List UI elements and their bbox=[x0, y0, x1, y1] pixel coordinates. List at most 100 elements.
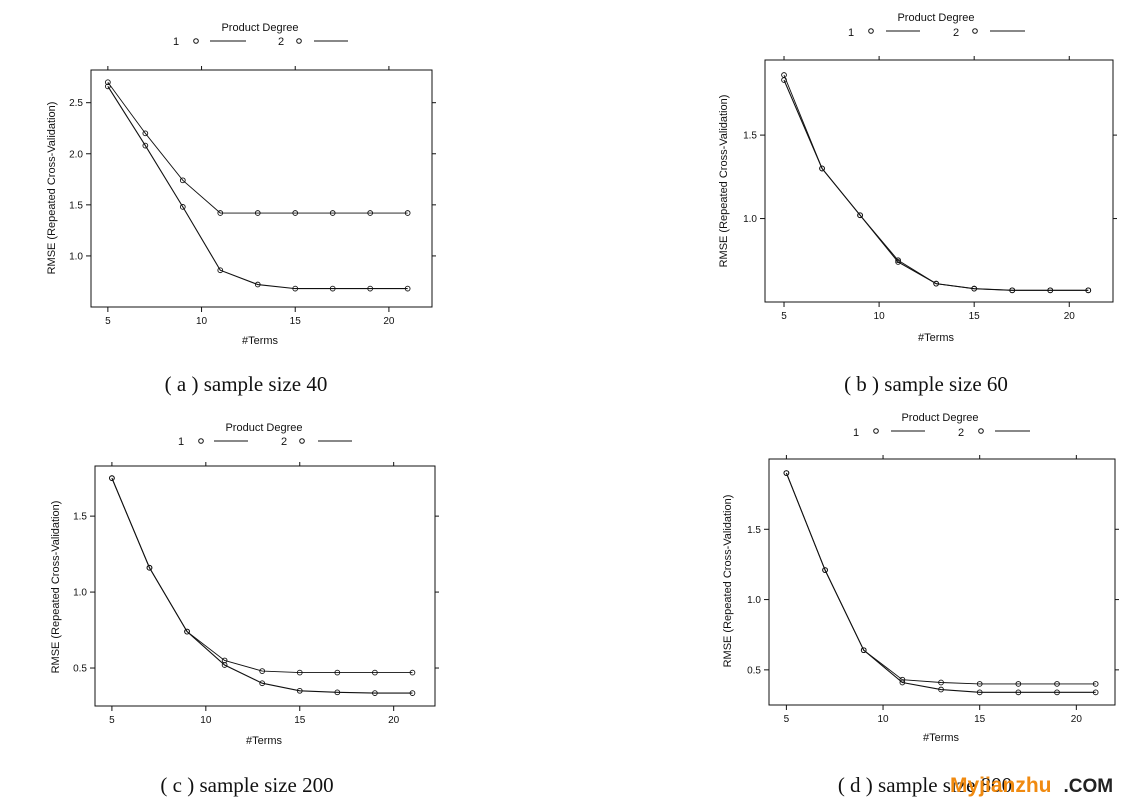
data-point-2 bbox=[142, 142, 149, 149]
legend-marker-2 bbox=[299, 438, 305, 444]
legend-b: Product Degree 1 2 bbox=[848, 12, 1025, 39]
legend-marker-2 bbox=[296, 38, 302, 44]
watermark-suffix: .COM bbox=[1064, 776, 1114, 797]
legend-title: Product Degree bbox=[897, 12, 974, 24]
y-tick-label: 1.5 bbox=[73, 512, 87, 523]
x-tick-label: 20 bbox=[1071, 714, 1083, 725]
data-point-1 bbox=[142, 130, 149, 137]
data-point-2 bbox=[109, 475, 115, 482]
legend-title: Product Degree bbox=[225, 422, 302, 434]
x-tick-label: 15 bbox=[969, 311, 981, 322]
x-tick-label: 5 bbox=[784, 714, 790, 725]
y-axis-label-b: RMSE (Repeated Cross-Validation) bbox=[718, 95, 730, 268]
data-point-2 bbox=[857, 212, 863, 219]
data-point-2 bbox=[146, 564, 153, 571]
axes-c: 5 10 15 20 0.5 1.0 1.5 bbox=[73, 462, 439, 726]
series-line-2 bbox=[783, 79, 1089, 291]
legend-label-1: 1 bbox=[178, 436, 184, 448]
plot-frame-b bbox=[764, 59, 1114, 303]
watermark-brand: Myjianzhu bbox=[950, 774, 1052, 797]
y-tick-label: 1.0 bbox=[69, 251, 83, 262]
data-point-2 bbox=[329, 285, 336, 292]
data-point-2 bbox=[105, 83, 111, 90]
x-tick-label: 15 bbox=[974, 714, 986, 725]
legend-marker-2 bbox=[972, 28, 978, 34]
data-point-1 bbox=[895, 257, 901, 264]
x-tick-label: 15 bbox=[294, 715, 306, 726]
y-tick-label: 1.0 bbox=[743, 214, 757, 225]
legend-label-2: 2 bbox=[278, 36, 284, 48]
x-axis-label-d: #Terms bbox=[923, 732, 960, 744]
caption-b: ( b ) sample size 60 bbox=[844, 372, 1008, 396]
data-point-1 bbox=[217, 210, 224, 216]
series-line-1 bbox=[111, 477, 413, 674]
data-point-1 bbox=[1092, 681, 1099, 687]
y-axis-label-a: RMSE (Repeated Cross-Validation) bbox=[46, 102, 58, 275]
data-point-2 bbox=[819, 165, 825, 172]
legend-marker-1 bbox=[868, 28, 874, 34]
marks-b bbox=[781, 72, 1092, 294]
series-line-1 bbox=[783, 74, 1089, 291]
data-point-2 bbox=[1015, 689, 1022, 696]
data-point-2 bbox=[184, 628, 190, 635]
legend-a: Product Degree 1 2 bbox=[173, 22, 348, 48]
legend-c: Product Degree 1 2 bbox=[178, 422, 352, 448]
legend-marker-1 bbox=[193, 38, 199, 44]
y-tick-label: 1.0 bbox=[73, 588, 87, 599]
data-point-1 bbox=[334, 669, 341, 676]
legend-title: Product Degree bbox=[901, 412, 978, 424]
data-point-2 bbox=[292, 285, 299, 292]
data-point-2 bbox=[409, 690, 416, 696]
legend-marker-1 bbox=[873, 428, 879, 434]
data-point-1 bbox=[372, 669, 378, 676]
panel-c: Product Degree 1 2 5 10 15 20 0.5 1.0 1.5 #Ter… bbox=[50, 422, 439, 797]
x-axis-label-a: #Terms bbox=[242, 335, 279, 347]
data-point-2 bbox=[783, 470, 790, 476]
x-tick-label: 10 bbox=[200, 715, 212, 726]
data-point-2 bbox=[781, 77, 787, 83]
x-tick-label: 15 bbox=[290, 316, 302, 327]
caption-d: ( d ) sample size 800 bbox=[838, 773, 1012, 797]
data-point-2 bbox=[1047, 287, 1054, 294]
data-point-2 bbox=[404, 285, 411, 292]
data-point-2 bbox=[899, 679, 906, 686]
y-axis-label-d: RMSE (Repeated Cross-Validation) bbox=[722, 495, 734, 668]
data-point-1 bbox=[292, 210, 299, 216]
data-point-1 bbox=[105, 79, 111, 86]
y-tick-label: 1.5 bbox=[69, 200, 83, 211]
data-point-1 bbox=[367, 210, 374, 216]
data-point-2 bbox=[976, 689, 983, 696]
x-tick-label: 5 bbox=[781, 311, 787, 322]
data-point-1 bbox=[329, 210, 336, 216]
series-line-2 bbox=[111, 477, 413, 694]
legend-label-1: 1 bbox=[853, 427, 859, 439]
panel-d: Product Degree 1 2 5 10 15 20 0.5 1.0 1.5 #Ter… bbox=[722, 412, 1119, 797]
plot-frame-a bbox=[90, 69, 433, 308]
x-tick-label: 5 bbox=[105, 316, 111, 327]
legend-label-2: 2 bbox=[958, 427, 964, 439]
data-point-1 bbox=[409, 669, 416, 676]
y-tick-label: 0.5 bbox=[747, 665, 761, 676]
legend-label-2: 2 bbox=[281, 436, 287, 448]
watermark: Myjianzhu .COM bbox=[950, 774, 1113, 797]
data-point-2 bbox=[895, 259, 901, 265]
legend-d: Product Degree 1 2 bbox=[853, 412, 1030, 439]
x-tick-label: 20 bbox=[388, 715, 400, 726]
x-tick-label: 20 bbox=[383, 316, 395, 327]
x-tick-label: 10 bbox=[874, 311, 886, 322]
data-point-1 bbox=[259, 668, 266, 674]
data-point-2 bbox=[296, 687, 303, 694]
marks-c bbox=[109, 475, 416, 696]
data-point-1 bbox=[296, 669, 303, 676]
legend-marker-2 bbox=[978, 428, 984, 434]
y-tick-label: 2.0 bbox=[69, 149, 83, 160]
data-point-2 bbox=[179, 204, 186, 210]
data-point-1 bbox=[1015, 681, 1022, 687]
series-line-1 bbox=[107, 81, 408, 214]
data-point-2 bbox=[1092, 689, 1099, 696]
marks-d bbox=[783, 470, 1099, 696]
y-tick-label: 1.5 bbox=[743, 131, 757, 142]
x-tick-label: 10 bbox=[196, 316, 208, 327]
data-point-2 bbox=[1009, 287, 1016, 294]
